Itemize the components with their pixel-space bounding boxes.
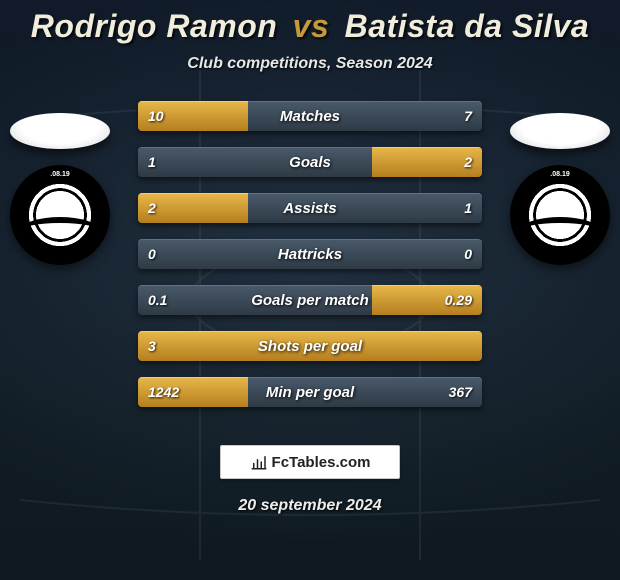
brand-badge[interactable]: FcTables.com bbox=[220, 445, 400, 479]
player1-club-logo: .08.19 AAPP bbox=[10, 165, 110, 265]
stat-row: 107Matches bbox=[138, 101, 482, 131]
stat-value-right: 7 bbox=[454, 101, 482, 131]
stat-value-right: 2 bbox=[454, 147, 482, 177]
stat-value-right: 0.29 bbox=[435, 285, 482, 315]
stat-row: 21Assists bbox=[138, 193, 482, 223]
comparison-arena: .08.19 AAPP .08.19 AAPP 107Matches12Goal… bbox=[0, 101, 620, 431]
player2-club-logo: .08.19 AAPP bbox=[510, 165, 610, 265]
player1-flag bbox=[10, 113, 110, 149]
stat-row: 1242367Min per goal bbox=[138, 377, 482, 407]
stat-value-left: 2 bbox=[138, 193, 166, 223]
stat-value-right: 367 bbox=[439, 377, 482, 407]
club-logo-top-text: .08.19 bbox=[510, 171, 610, 178]
chart-icon bbox=[250, 453, 268, 471]
stat-row: 3Shots per goal bbox=[138, 331, 482, 361]
stat-fill-left bbox=[138, 331, 482, 361]
stat-value-left: 10 bbox=[138, 101, 174, 131]
subtitle: Club competitions, Season 2024 bbox=[0, 55, 620, 73]
player1-side: .08.19 AAPP bbox=[0, 101, 120, 431]
vs-label: vs bbox=[293, 8, 330, 44]
club-logo-top-text: .08.19 bbox=[10, 171, 110, 178]
player2-side: .08.19 AAPP bbox=[500, 101, 620, 431]
date-label: 20 september 2024 bbox=[0, 497, 620, 515]
stat-value-right: 1 bbox=[454, 193, 482, 223]
player2-flag bbox=[510, 113, 610, 149]
stat-value-left: 1 bbox=[138, 147, 166, 177]
stat-row: 0.10.29Goals per match bbox=[138, 285, 482, 315]
stat-value-left: 0.1 bbox=[138, 285, 177, 315]
stat-bars: 107Matches12Goals21Assists00Hattricks0.1… bbox=[138, 101, 482, 423]
stat-value-right: 0 bbox=[454, 239, 482, 269]
stat-row: 12Goals bbox=[138, 147, 482, 177]
player1-name: Rodrigo Ramon bbox=[31, 8, 277, 44]
brand-text: FcTables.com bbox=[272, 454, 371, 471]
stat-label: Hattricks bbox=[138, 239, 482, 269]
stat-value-left: 1242 bbox=[138, 377, 189, 407]
stat-value-left: 0 bbox=[138, 239, 166, 269]
page-title: Rodrigo Ramon vs Batista da Silva bbox=[0, 0, 620, 45]
stat-value-left: 3 bbox=[138, 331, 166, 361]
stat-row: 0 0Hattricks bbox=[138, 239, 482, 269]
stat-value-right bbox=[462, 331, 482, 361]
player2-name: Batista da Silva bbox=[345, 8, 590, 44]
